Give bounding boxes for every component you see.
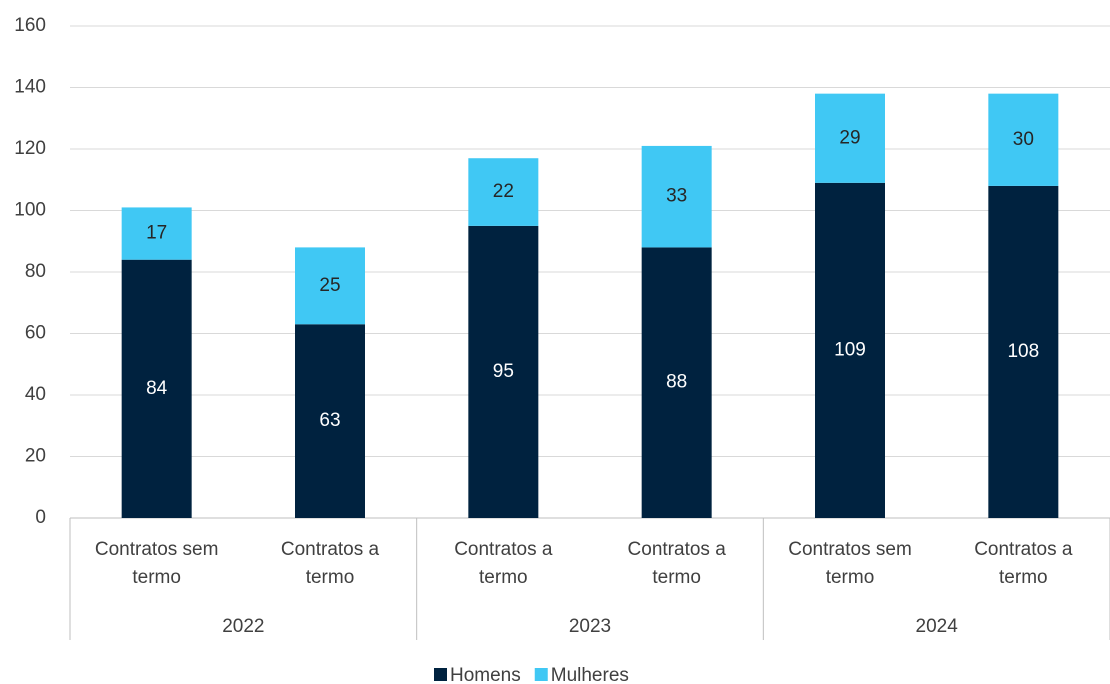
data-label: 63 bbox=[319, 410, 340, 431]
y-tick-label: 0 bbox=[35, 507, 46, 528]
legend-label: Mulheres bbox=[551, 665, 629, 684]
legend-swatch bbox=[434, 668, 447, 681]
legend-label: Homens bbox=[450, 665, 521, 684]
bar-segment bbox=[815, 182, 885, 518]
data-label: 30 bbox=[1013, 129, 1034, 150]
y-tick-label: 80 bbox=[25, 261, 46, 282]
y-tick-label: 60 bbox=[25, 323, 46, 344]
x-tick-label: Contratos a termo bbox=[974, 539, 1073, 588]
data-label: 108 bbox=[1007, 341, 1039, 362]
group-label: 2023 bbox=[569, 616, 611, 637]
data-label: 95 bbox=[493, 361, 514, 382]
x-tick-label: Contratos sem termo bbox=[95, 539, 219, 588]
x-tick-label: Contratos a termo bbox=[454, 539, 553, 588]
group-label: 2022 bbox=[222, 616, 264, 637]
bar-segment bbox=[815, 93, 885, 183]
bar-segment bbox=[988, 93, 1059, 186]
y-tick-label: 120 bbox=[14, 138, 46, 159]
y-tick-label: 20 bbox=[25, 446, 46, 467]
bar-segment bbox=[295, 247, 365, 325]
bar-segment bbox=[121, 207, 192, 260]
x-tick-label: Contratos sem termo bbox=[788, 539, 912, 588]
y-tick-label: 140 bbox=[14, 77, 46, 98]
y-tick-label: 100 bbox=[14, 200, 46, 221]
data-label: 84 bbox=[146, 378, 168, 399]
data-label: 25 bbox=[319, 275, 340, 296]
data-label: 33 bbox=[666, 186, 687, 207]
y-tick-label: 40 bbox=[25, 384, 46, 405]
data-label: 29 bbox=[839, 127, 860, 148]
data-label: 22 bbox=[493, 181, 514, 202]
data-label: 109 bbox=[834, 339, 866, 360]
x-tick-label: Contratos a termo bbox=[628, 539, 727, 588]
bar-segment bbox=[641, 247, 712, 518]
bar-segment bbox=[641, 145, 712, 248]
bar-segment bbox=[468, 158, 539, 226]
bar-segment bbox=[295, 324, 365, 518]
bar-segment bbox=[988, 185, 1059, 518]
bar-segment bbox=[468, 225, 539, 518]
group-label: 2024 bbox=[916, 616, 959, 637]
data-label: 17 bbox=[146, 223, 167, 244]
y-tick-label: 160 bbox=[14, 15, 46, 36]
x-tick-label: Contratos a termo bbox=[281, 539, 380, 588]
legend-swatch bbox=[534, 668, 548, 681]
data-label: 88 bbox=[666, 372, 687, 393]
bar-segment bbox=[121, 259, 192, 518]
